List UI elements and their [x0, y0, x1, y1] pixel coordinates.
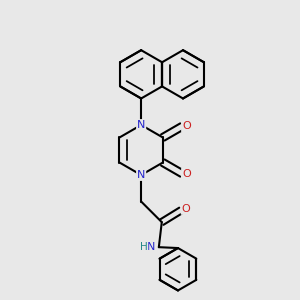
Text: N: N [146, 242, 155, 252]
Text: N: N [137, 170, 146, 180]
Text: O: O [182, 204, 190, 214]
Text: O: O [182, 169, 191, 178]
Text: O: O [182, 122, 191, 131]
Text: N: N [137, 120, 146, 130]
Text: H: H [140, 242, 147, 252]
